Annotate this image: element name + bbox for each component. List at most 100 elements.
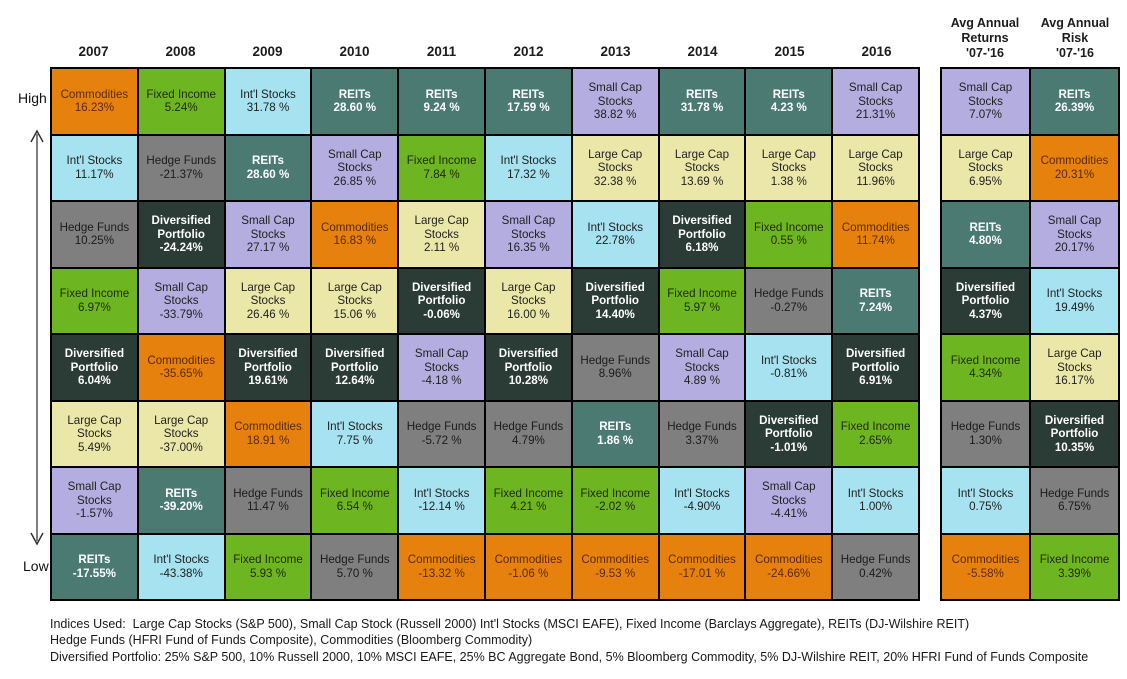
grid-cell: Diversified Portfolio -0.06%	[398, 267, 485, 334]
grid-cell: Int'l Stocks 22.78%	[571, 201, 659, 268]
asset-name: Large Cap Stocks	[67, 413, 122, 441]
summary-header-line: '07-'16	[1056, 46, 1094, 60]
asset-name: Hedge Funds	[406, 420, 477, 434]
grid-cell: Large Cap Stocks -37.00%	[137, 400, 225, 467]
asset-value: 4.79%	[511, 433, 545, 447]
asset-name: Small Cap Stocks	[67, 480, 122, 507]
grid-cell: Diversified Portfolio 4.37%	[941, 267, 1030, 334]
asset-value: 11.96%	[856, 174, 895, 188]
grid-cell: Hedge Funds 5.70 %	[311, 533, 399, 600]
grid-cell: Commodities -9.53 %	[571, 533, 659, 600]
asset-value: -39.20%	[159, 500, 203, 514]
asset-value: 26.46 %	[246, 307, 290, 321]
grid-cell: Hedge Funds 3.37%	[658, 400, 746, 467]
asset-value: 11.74%	[856, 234, 895, 248]
grid-cell: Small Cap Stocks 4.89 %	[658, 334, 746, 401]
asset-name: Commodities	[841, 220, 910, 234]
footnotes: Indices Used: Large Cap Stocks (S&P 500)…	[50, 616, 1090, 665]
asset-name: Int'l Stocks	[674, 486, 730, 500]
asset-value: 17.59 %	[507, 101, 550, 115]
asset-name: Small Cap Stocks	[414, 347, 469, 374]
asset-name: Hedge Funds	[233, 486, 303, 500]
year-header: 2014	[687, 44, 718, 59]
asset-value: 26.85 %	[333, 174, 377, 188]
year-header: 2015	[774, 44, 805, 59]
grid-cell: Commodities -13.32 %	[398, 533, 485, 600]
grid-cell: Diversified Portfolio 6.04%	[51, 334, 138, 401]
grid-cell: Commodities -24.66%	[745, 533, 833, 600]
asset-value: -33.79%	[159, 307, 203, 321]
asset-name: REITs	[969, 220, 1002, 234]
asset-name: REITs	[859, 287, 892, 301]
year-header: 2009	[252, 44, 283, 59]
asset-name: Commodities	[234, 420, 302, 434]
year-header: 2007	[78, 44, 109, 59]
grid-cell: Int'l Stocks -43.38%	[137, 533, 225, 600]
grid-cell: Int'l Stocks 17.32 %	[485, 134, 572, 201]
asset-name: Int'l Stocks	[66, 154, 123, 168]
asset-value: 1.30%	[969, 433, 1002, 447]
asset-value: 2.11 %	[423, 241, 460, 254]
grid-cell: Commodities -35.65%	[137, 334, 225, 401]
asset-name: REITs	[338, 87, 371, 101]
footnote-indices-2: Hedge Funds (HFRI Fund of Funds Composit…	[50, 633, 533, 648]
grid-cell: Int'l Stocks -12.14 %	[398, 467, 485, 534]
asset-value: -0.81%	[770, 367, 808, 381]
asset-name: Small Cap Stocks	[241, 214, 295, 241]
asset-value: 31.78 %	[680, 101, 724, 115]
grid-cell: Diversified Portfolio 10.28%	[485, 334, 572, 401]
asset-value: -37.00%	[159, 440, 203, 454]
grid-cell: Small Cap Stocks 16.35 %	[485, 201, 572, 268]
grid-cell: Large Cap Stocks 2.11 %	[398, 201, 485, 268]
year-header: 2012	[513, 44, 544, 59]
asset-name: REITs	[425, 87, 458, 101]
asset-name: Diversified Portfolio	[325, 347, 385, 374]
asset-name: Int'l Stocks	[957, 486, 1014, 500]
asset-name: Diversified Portfolio	[955, 280, 1016, 308]
grid-cell: REITs 28.60 %	[224, 134, 312, 201]
asset-value: 3.37%	[685, 433, 719, 447]
grid-cell: Fixed Income 6.54 %	[311, 467, 399, 534]
grid-cell: Hedge Funds 1.30%	[941, 400, 1030, 467]
asset-value: -4.90%	[683, 500, 721, 514]
asset-name: Commodities	[668, 553, 736, 567]
grid-cell: REITs 4.23 %	[745, 68, 833, 135]
asset-name: Diversified Portfolio	[238, 347, 298, 374]
year-header-row: 2007 2008 2009 2010 2011 2012 2013 2014 2015 2016	[50, 44, 920, 62]
asset-value: -2.02 %	[595, 500, 636, 514]
asset-name: REITs	[685, 87, 718, 101]
asset-name: Large Cap Stocks	[240, 280, 296, 308]
returns-grid: Commodities 16.23% Fixed Income 5.24% Int'l …	[50, 67, 920, 601]
asset-value: 10.25%	[74, 234, 115, 248]
asset-name: Large Cap Stocks	[1047, 347, 1102, 374]
grid-cell: Small Cap Stocks -1.57%	[51, 467, 138, 534]
asset-name: Fixed Income	[233, 553, 303, 567]
asset-name: Small Cap Stocks	[154, 280, 208, 308]
rank-axis-low-label: Low	[23, 558, 49, 574]
grid-cell: Fixed Income 6.97%	[51, 267, 138, 334]
asset-name: Diversified Portfolio	[1044, 413, 1105, 441]
asset-name: Fixed Income	[950, 353, 1021, 367]
summary-header-line: Risk	[1061, 31, 1089, 45]
summary-header-line: '07-'16	[966, 46, 1004, 60]
asset-name: Small Cap Stocks	[328, 147, 382, 175]
asset-name: Small Cap Stocks	[958, 81, 1013, 108]
asset-name: Diversified Portfolio	[498, 347, 559, 374]
grid-cell: REITs 17.59 %	[485, 68, 572, 135]
grid-cell: Fixed Income 3.39%	[1030, 533, 1119, 600]
asset-name: Commodities	[494, 553, 563, 567]
asset-name: Fixed Income	[493, 486, 564, 500]
asset-value: 4.23 %	[770, 101, 807, 115]
grid-cell: REITs -39.20%	[137, 467, 225, 534]
asset-value: -35.65%	[159, 367, 203, 381]
asset-value: 4.37%	[969, 307, 1002, 321]
asset-name: Small Cap Stocks	[848, 81, 903, 108]
grid-cell: Diversified Portfolio 19.61%	[224, 334, 312, 401]
asset-name: Int'l Stocks	[500, 154, 557, 168]
grid-cell: REITs 28.60 %	[311, 68, 399, 135]
asset-value: 6.18%	[685, 241, 719, 254]
grid-cell: REITs 26.39%	[1030, 68, 1119, 135]
asset-name: Large Cap Stocks	[154, 413, 209, 441]
grid-cell: Large Cap Stocks 5.49%	[51, 400, 138, 467]
